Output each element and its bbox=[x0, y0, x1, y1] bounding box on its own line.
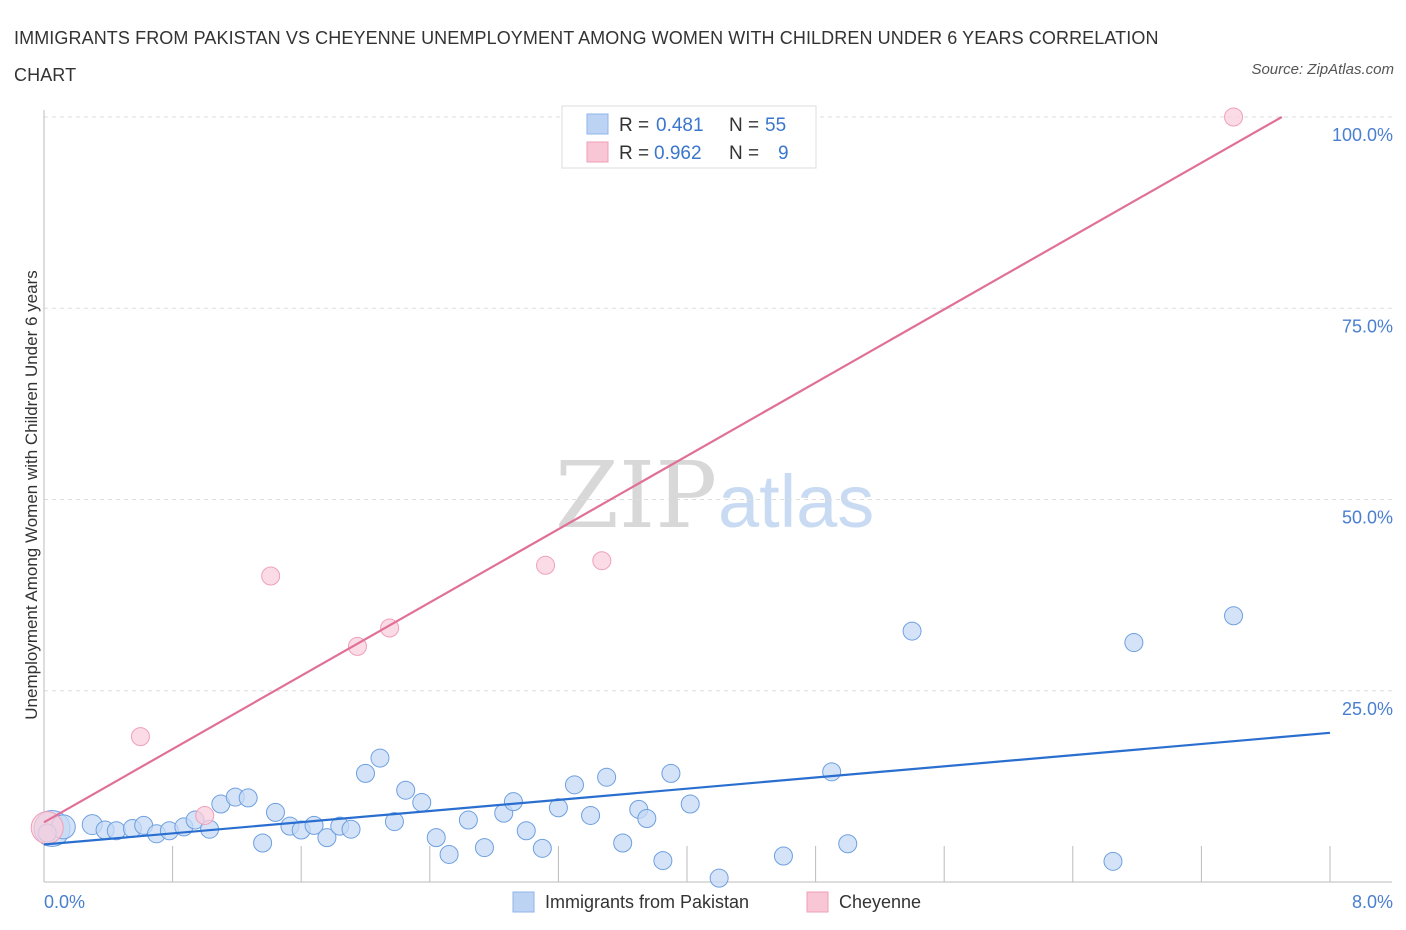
pakistan-point bbox=[822, 762, 842, 782]
pakistan-point bbox=[356, 763, 375, 783]
series-label-cheyenne: Cheyenne bbox=[839, 892, 921, 912]
pakistan-point bbox=[341, 819, 361, 839]
pakistan-point bbox=[265, 802, 285, 822]
pakistan-point bbox=[474, 838, 494, 858]
pakistan-point bbox=[613, 833, 633, 853]
pakistan-point bbox=[412, 792, 432, 812]
x-tick-label-max: 8.0% bbox=[1352, 892, 1393, 912]
pakistan-point bbox=[426, 828, 446, 848]
y-tick-labels: 25.0% 50.0% 75.0% 100.0% bbox=[1332, 125, 1393, 719]
pakistan-point bbox=[396, 780, 416, 800]
x-ticks bbox=[172, 846, 1331, 882]
legend-n-label-1: N = bbox=[729, 115, 759, 136]
legend-n-value-2: 9 bbox=[778, 143, 789, 164]
pakistan-trend-line bbox=[43, 731, 1331, 846]
series-legend: Immigrants from Pakistan Cheyenne bbox=[512, 891, 921, 913]
series-swatch-pakistan bbox=[512, 891, 535, 913]
cheyenne-point bbox=[261, 566, 281, 586]
watermark-atlas: atlas bbox=[718, 460, 874, 543]
series-swatch-cheyenne bbox=[806, 891, 829, 913]
cheyenne-point bbox=[536, 555, 556, 575]
pakistan-point bbox=[680, 794, 700, 814]
pakistan-point bbox=[439, 844, 459, 864]
pakistan-point bbox=[1103, 851, 1123, 871]
pakistan-point bbox=[653, 851, 673, 871]
pakistan-point bbox=[532, 838, 552, 858]
y-tick-label: 50.0% bbox=[1342, 508, 1393, 528]
pakistan-point bbox=[503, 792, 523, 812]
pakistan-point bbox=[902, 621, 922, 641]
legend-r-label-2: R = bbox=[619, 143, 649, 164]
pakistan-point bbox=[370, 748, 390, 768]
watermark-zip: ZIP bbox=[555, 442, 717, 549]
legend-r-value-2: 0.962 bbox=[654, 143, 702, 164]
pakistan-point bbox=[384, 812, 404, 832]
pakistan-point bbox=[709, 868, 729, 888]
cheyenne-point bbox=[195, 805, 215, 825]
source-label: Source: ZipAtlas.com bbox=[1251, 61, 1394, 78]
y-axis-label: Unemployment Among Women with Children U… bbox=[22, 270, 41, 719]
pakistan-point bbox=[773, 846, 793, 866]
legend-swatch-blue bbox=[586, 113, 609, 135]
chart-title: IMMIGRANTS FROM PAKISTAN VS CHEYENNE UNE… bbox=[14, 28, 1159, 85]
pakistan-point bbox=[253, 833, 273, 853]
pakistan-point bbox=[597, 767, 617, 787]
cheyenne-point bbox=[1224, 107, 1244, 127]
pakistan-point bbox=[317, 828, 337, 848]
y-tick-label: 75.0% bbox=[1342, 316, 1393, 336]
legend-swatch-pink bbox=[586, 141, 609, 163]
pakistan-point bbox=[516, 821, 536, 841]
pakistan-point bbox=[548, 798, 568, 818]
pakistan-point bbox=[1224, 606, 1244, 626]
trend-lines bbox=[43, 116, 1331, 846]
cheyenne-point bbox=[30, 811, 64, 845]
pakistan-point bbox=[238, 788, 258, 808]
cheyenne-point bbox=[592, 551, 612, 571]
y-tick-label: 100.0% bbox=[1332, 125, 1393, 145]
legend-r-label-1: R = bbox=[619, 115, 649, 136]
pakistan-point bbox=[1124, 633, 1144, 653]
pakistan-point bbox=[637, 809, 657, 829]
legend-n-value-1: 55 bbox=[765, 115, 786, 136]
cheyenne-trend-line bbox=[43, 116, 1283, 824]
legend-n-label-2: N = bbox=[729, 143, 759, 164]
correlation-legend: R = 0.481 N = 55 R = 0.962 N = 9 bbox=[561, 105, 817, 169]
x-tick-label-min: 0.0% bbox=[44, 892, 85, 912]
y-tick-label: 25.0% bbox=[1342, 699, 1393, 719]
pakistan-point bbox=[564, 775, 584, 795]
pakistan-point bbox=[838, 834, 858, 854]
series-label-pakistan: Immigrants from Pakistan bbox=[545, 892, 749, 912]
pakistan-point bbox=[661, 763, 681, 783]
legend-r-value-1: 0.481 bbox=[656, 115, 704, 136]
pakistan-point bbox=[581, 805, 601, 825]
scatter-points bbox=[30, 107, 1244, 888]
pakistan-point bbox=[458, 810, 478, 830]
cheyenne-point bbox=[130, 727, 150, 747]
gridlines bbox=[44, 116, 1392, 692]
